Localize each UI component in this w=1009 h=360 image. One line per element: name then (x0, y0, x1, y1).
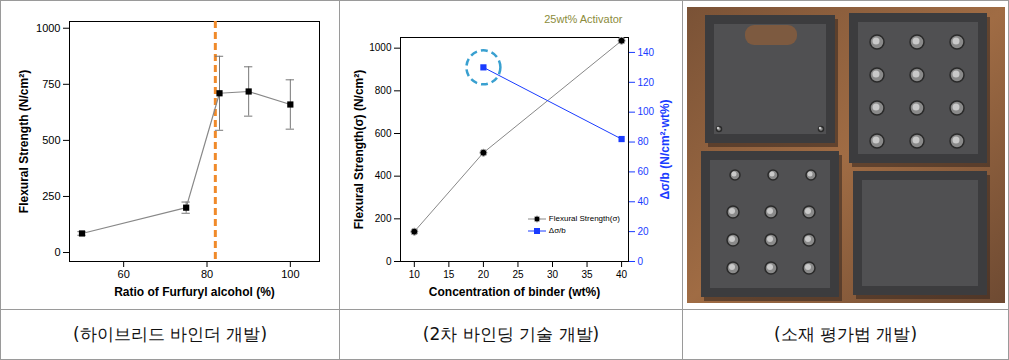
svg-text:120: 120 (638, 77, 655, 88)
svg-text:Δσ/b (N/cm²·wt%): Δσ/b (N/cm²·wt%) (658, 99, 672, 199)
svg-text:Ratio of Furfuryl alcohol (%): Ratio of Furfuryl alcohol (%) (114, 285, 275, 299)
html-text:(소재 평가법 개발): (소재 평가법 개발) (774, 324, 917, 344)
svg-text:200: 200 (375, 213, 392, 224)
svg-text:35: 35 (581, 269, 593, 280)
svg-text:500: 500 (42, 134, 60, 146)
svg-text:0: 0 (638, 256, 644, 267)
html-text:(2차 바인딩 기술 개발): (2차 바인딩 기술 개발) (422, 324, 600, 344)
svg-text:Flexural Strength (N/cm²): Flexural Strength (N/cm²) (17, 70, 31, 213)
svg-text:0: 0 (54, 246, 60, 258)
svg-text:25: 25 (512, 269, 524, 280)
svg-text:20: 20 (478, 269, 490, 280)
svg-text:80: 80 (638, 136, 650, 147)
svg-text:140: 140 (638, 47, 655, 58)
html-text:Δσ/b: Δσ/b (548, 226, 566, 235)
svg-text:100: 100 (638, 106, 655, 117)
svg-text:10: 10 (409, 269, 421, 280)
svg-text:1000: 1000 (369, 42, 392, 53)
svg-text:Flexural Strength(σ) (N/cm²): Flexural Strength(σ) (N/cm²) (352, 70, 366, 230)
svg-text:20: 20 (638, 226, 650, 237)
svg-text:80: 80 (201, 268, 213, 280)
html-text:(하이브리드 바인더 개발): (하이브리드 바인더 개발) (73, 324, 267, 344)
svg-text:100: 100 (281, 268, 299, 280)
svg-text:400: 400 (375, 170, 392, 181)
svg-text:600: 600 (375, 128, 392, 139)
svg-text:40: 40 (638, 196, 650, 207)
svg-text:40: 40 (616, 269, 628, 280)
svg-text:1000: 1000 (36, 22, 60, 34)
html-text:Flexural Strength(σ): Flexural Strength(σ) (548, 214, 620, 223)
svg-text:Concentration of binder (wt%): Concentration of binder (wt%) (429, 285, 600, 299)
svg-text:250: 250 (42, 190, 60, 202)
svg-text:0: 0 (386, 256, 392, 267)
svg-text:25wt% Activator: 25wt% Activator (544, 13, 623, 25)
svg-text:60: 60 (118, 268, 130, 280)
svg-text:750: 750 (42, 78, 60, 90)
svg-text:800: 800 (375, 85, 392, 96)
svg-text:15: 15 (443, 269, 455, 280)
svg-text:30: 30 (547, 269, 559, 280)
svg-text:60: 60 (638, 166, 650, 177)
